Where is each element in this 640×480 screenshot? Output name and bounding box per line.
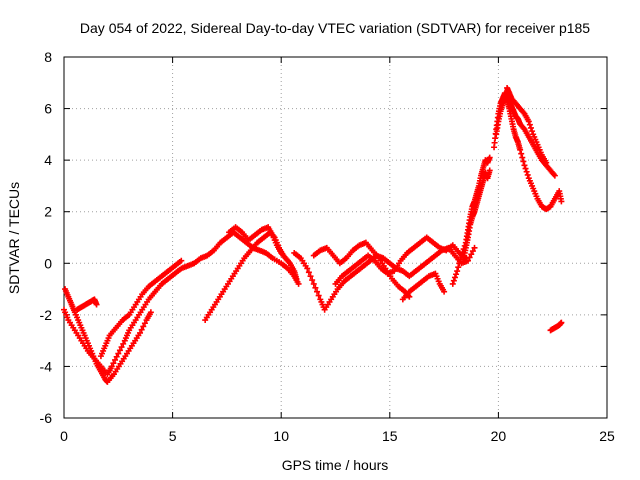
- y-tick-label: 2: [44, 204, 52, 220]
- y-tick-label: -2: [40, 307, 53, 323]
- data-point: [543, 159, 550, 166]
- x-tick-label: 5: [169, 428, 177, 444]
- data-point: [137, 329, 144, 336]
- data-point: [116, 347, 123, 354]
- data-point: [519, 154, 526, 161]
- data-point: [115, 350, 122, 357]
- data-point: [309, 277, 316, 284]
- data-point: [93, 301, 100, 308]
- data-point: [450, 277, 457, 284]
- data-point: [295, 280, 302, 287]
- data-point: [456, 260, 463, 267]
- data-point: [471, 244, 478, 251]
- data-point: [110, 360, 117, 367]
- data-point: [118, 344, 125, 351]
- series-track-b: [62, 286, 154, 385]
- x-tick-label: 10: [273, 428, 289, 444]
- data-point: [441, 288, 448, 295]
- data-point: [304, 265, 311, 272]
- data-point: [140, 323, 147, 330]
- y-tick-label: 4: [44, 152, 52, 168]
- data-point: [457, 256, 464, 263]
- data-point: [558, 319, 565, 326]
- x-tick-label: 0: [60, 428, 68, 444]
- data-point: [469, 248, 476, 255]
- data-point: [486, 154, 493, 161]
- series-track-l: [460, 167, 493, 262]
- data-point: [529, 128, 536, 135]
- data-point: [451, 274, 458, 281]
- x-axis-label: GPS time / hours: [282, 457, 389, 473]
- data-point: [521, 162, 528, 169]
- data-point: [523, 168, 530, 175]
- data-point: [178, 257, 185, 264]
- chart-title: Day 054 of 2022, Sidereal Day-to-day VTE…: [80, 20, 590, 36]
- x-tick-label: 20: [491, 428, 507, 444]
- data-point: [486, 167, 493, 174]
- axis-ticks: 0 5 10 15 20 25 -6 -4 -2 0 2 4 6 8: [40, 49, 615, 444]
- data-point: [526, 121, 533, 128]
- series-track-f: [226, 224, 300, 282]
- data-point: [525, 118, 532, 125]
- data-point: [312, 284, 319, 291]
- data-point: [113, 353, 120, 360]
- series-track-d: [74, 296, 100, 313]
- data-point: [455, 264, 462, 271]
- y-tick-label: 8: [44, 49, 52, 65]
- data-point: [120, 340, 127, 347]
- series-track-j: [399, 270, 448, 303]
- x-tick-label: 15: [382, 428, 398, 444]
- y-axis-label: SDTVAR / TECUs: [6, 182, 22, 294]
- plot-frame: [63, 56, 608, 419]
- data-point: [468, 251, 475, 258]
- series-track-i: [332, 234, 469, 287]
- data-point: [108, 363, 115, 370]
- data-point: [551, 172, 558, 179]
- data-point: [314, 288, 321, 295]
- data-point: [558, 198, 565, 205]
- data-point: [147, 309, 154, 316]
- data-point: [453, 271, 460, 278]
- y-tick-label: 0: [44, 255, 52, 271]
- series-track-g: [291, 244, 478, 313]
- series-track-a: [61, 229, 302, 378]
- data-point: [527, 124, 534, 131]
- data-marks: [61, 84, 565, 385]
- data-point: [138, 326, 145, 333]
- data-point: [310, 280, 317, 287]
- data-point: [293, 275, 300, 282]
- x-tick-label: 25: [599, 428, 615, 444]
- data-point: [141, 320, 148, 327]
- series-track-o: [504, 84, 550, 166]
- y-tick-label: -4: [40, 358, 53, 374]
- series-track-p: [547, 319, 565, 334]
- y-tick-label: -6: [40, 410, 53, 426]
- data-point: [454, 268, 461, 275]
- data-point: [517, 146, 524, 153]
- data-point: [518, 150, 525, 157]
- data-point: [524, 171, 531, 178]
- grid-lines: [64, 57, 607, 418]
- y-tick-label: 6: [44, 101, 52, 117]
- data-point: [520, 158, 527, 165]
- data-point: [305, 269, 312, 276]
- data-point: [315, 292, 322, 299]
- data-point: [112, 356, 119, 363]
- data-point: [522, 165, 529, 172]
- series-track-n: [493, 95, 565, 213]
- data-point: [307, 273, 314, 280]
- data-point: [449, 280, 456, 287]
- series-track-c: [97, 257, 185, 360]
